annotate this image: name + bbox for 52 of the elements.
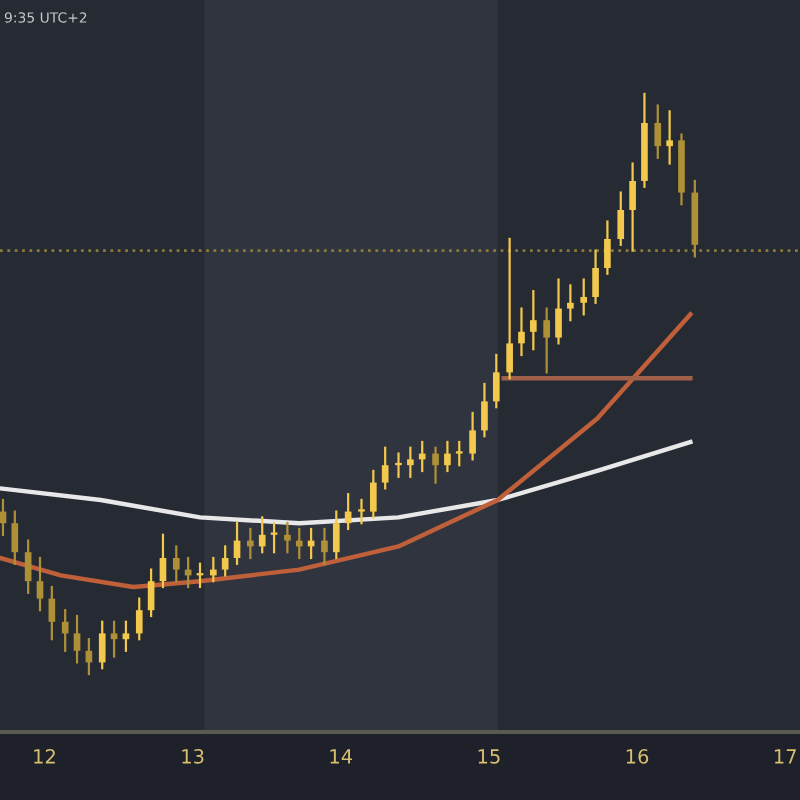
candlestick [247, 527, 254, 560]
candlestick [469, 411, 476, 461]
candlestick [36, 556, 44, 612]
candlestick [11, 510, 19, 565]
candlestick [395, 452, 402, 478]
x-tick-label: 16 [626, 749, 649, 764]
candlestick [73, 614, 81, 664]
x-tick-label: 17 [774, 749, 796, 764]
candlestick [61, 609, 69, 652]
candlestick [432, 446, 439, 484]
candlestick [492, 353, 500, 409]
candlestick [580, 278, 588, 316]
candlestick [147, 568, 155, 618]
candlestick [407, 446, 414, 478]
candlestick [332, 510, 340, 560]
candlestick [98, 620, 106, 670]
candlestick [543, 307, 550, 374]
candlestick [321, 527, 328, 565]
candlestick [122, 620, 130, 652]
candlestick [0, 498, 7, 536]
candlestick [358, 498, 365, 525]
x-tick-label: 15 [478, 749, 500, 764]
candlestick [381, 446, 389, 490]
x-tick-label: 12 [34, 749, 55, 764]
candlestick [555, 278, 562, 345]
candlestick [295, 527, 303, 560]
candlestick [418, 440, 426, 473]
candlestick [284, 522, 291, 554]
candlestick [221, 545, 229, 577]
candlestick [666, 110, 673, 165]
candlestick [24, 539, 32, 594]
candlestick [370, 469, 377, 519]
candlestick [654, 104, 662, 159]
x-tick-label: 13 [182, 749, 204, 764]
candlestick [258, 516, 266, 554]
candlestick [210, 556, 217, 583]
candlestick [506, 237, 513, 380]
candlestick [530, 290, 537, 351]
candlestick [135, 597, 143, 641]
candlestick [444, 440, 451, 473]
candlestick [270, 522, 278, 554]
candlestick [518, 307, 525, 357]
candlestick [604, 220, 611, 275]
candlestick [110, 620, 118, 658]
candlestick [172, 545, 180, 583]
candlestick [592, 249, 599, 304]
candlestick [617, 191, 625, 246]
candlestick [629, 162, 636, 252]
x-tick-label: 14 [330, 749, 353, 764]
candlestick [567, 284, 574, 322]
candlestick [455, 440, 463, 467]
candlestick [481, 382, 488, 438]
